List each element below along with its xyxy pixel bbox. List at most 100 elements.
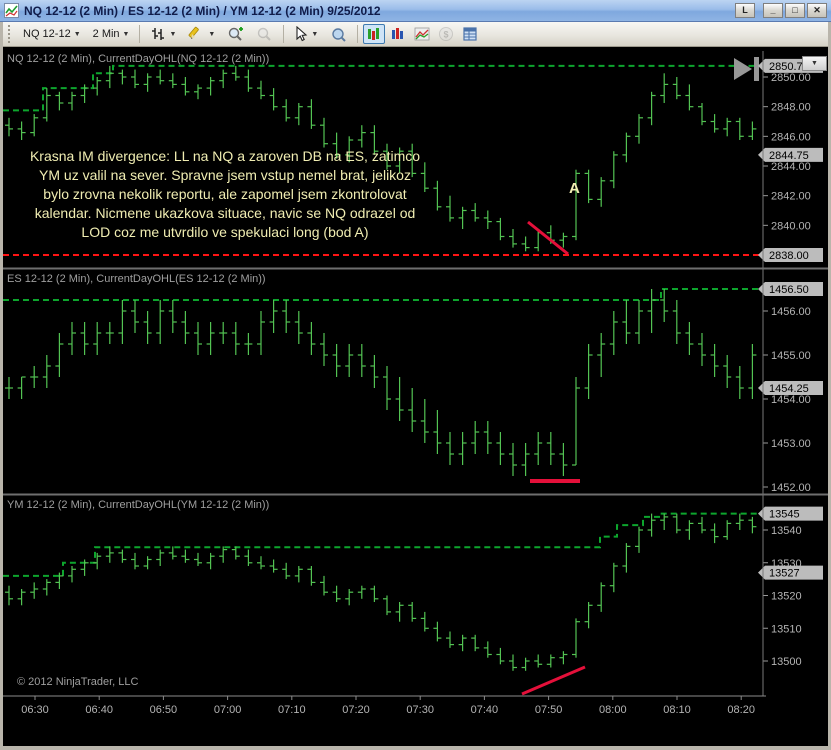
line-chart-icon (414, 27, 430, 41)
chart-style-selected-button[interactable] (363, 24, 386, 44)
chart-toolbar: NQ 12-12 ▼ 2 Min ▼ ▼ ▼ (3, 22, 828, 47)
dollar-icon: $ (439, 27, 454, 41)
svg-text:08:20: 08:20 (727, 704, 755, 716)
panel-label-nq: NQ 12-12 (2 Min), CurrentDayOHL(NQ 12-12… (7, 53, 270, 65)
svg-text:06:50: 06:50 (150, 704, 178, 716)
data-box-button[interactable] (325, 24, 352, 44)
price-marker-chip: 2844.75 (758, 147, 823, 162)
svg-text:08:00: 08:00 (599, 704, 627, 716)
dollar-button: $ (435, 24, 457, 44)
zoom-in-button[interactable] (222, 24, 249, 44)
chart-style-3-button[interactable] (411, 24, 433, 44)
svg-text:13520: 13520 (771, 591, 802, 603)
cursor-arrow-icon (296, 26, 308, 42)
svg-text:07:00: 07:00 (214, 704, 242, 716)
day-high-line (3, 64, 762, 112)
time-axis: 06:30 06:40 06:50 07:00 07:10 07:20 07:30 07:40… (3, 695, 766, 716)
toolbar-separator (357, 25, 359, 43)
svg-text:13500: 13500 (771, 656, 802, 668)
svg-text:13527: 13527 (769, 568, 800, 580)
minimize-button[interactable]: _ (763, 3, 783, 18)
copyright-label: © 2012 NinjaTrader, LLC (17, 676, 139, 688)
bar-type-button[interactable]: ▼ (145, 24, 181, 44)
svg-text:1455.00: 1455.00 (771, 350, 811, 362)
data-box-icon (332, 27, 347, 42)
svg-text:1456.00: 1456.00 (771, 306, 811, 318)
price-marker-chip: 2838.00 (758, 247, 823, 262)
green-red-bars-icon (368, 28, 380, 40)
properties-button[interactable] (459, 24, 481, 44)
link-button[interactable]: L (735, 3, 755, 18)
svg-text:13510: 13510 (771, 623, 802, 635)
day-high-line (3, 288, 762, 301)
price-bars (5, 513, 757, 671)
svg-text:2848.00: 2848.00 (771, 102, 811, 114)
chart-svg: A 2850.00 2848.00 2846.00 2844.00 2842.00 2840… (3, 51, 828, 716)
trade-note-annotation: Krasna IM divergence: LL na NQ a zaroven… (29, 148, 421, 240)
svg-text:1456.50: 1456.50 (769, 284, 809, 296)
svg-text:07:50: 07:50 (535, 704, 563, 716)
price-bars (5, 289, 757, 476)
price-marker-chip: 13527 (758, 565, 823, 580)
panel-label-es: ES 12-12 (2 Min), CurrentDayOHL(ES 12-12… (7, 273, 266, 285)
chevron-down-icon: ▼ (169, 30, 177, 38)
maximize-button[interactable]: □ (785, 3, 805, 18)
svg-text:2846.00: 2846.00 (771, 131, 811, 143)
svg-text:07:40: 07:40 (471, 704, 499, 716)
svg-text:2844.75: 2844.75 (769, 150, 809, 162)
title-bar[interactable]: NQ 12-12 (2 Min) / ES 12-12 (2 Min) / YM… (0, 0, 831, 22)
svg-text:2842.00: 2842.00 (771, 191, 811, 203)
svg-text:$: $ (444, 30, 449, 40)
panel-es: 1456.001455.001454.001453.001452.001456.… (3, 282, 823, 494)
trendline-drawing[interactable] (521, 665, 586, 696)
chevron-down-icon: ▼ (208, 30, 216, 38)
zoom-in-icon (229, 26, 244, 41)
svg-text:07:10: 07:10 (278, 704, 306, 716)
svg-text:06:30: 06:30 (21, 704, 49, 716)
chevron-down-icon: ▼ (311, 30, 319, 38)
svg-text:1452.00: 1452.00 (771, 482, 811, 494)
price-marker-chip: 1456.50 (758, 282, 823, 296)
svg-text:2850.00: 2850.00 (771, 72, 811, 84)
axis-dropdown-button[interactable]: ▼ (802, 56, 827, 71)
draw-button[interactable]: ▼ (183, 24, 220, 44)
svg-text:1454.25: 1454.25 (769, 383, 809, 395)
window-border (0, 746, 831, 750)
svg-text:06:40: 06:40 (85, 704, 113, 716)
chart-window-icon (4, 3, 19, 18)
chart-style-2-button[interactable] (387, 24, 409, 44)
price-marker-chip: 1454.25 (758, 381, 823, 395)
svg-text:2840.00: 2840.00 (771, 220, 811, 232)
instrument-label: NQ 12-12 (23, 28, 71, 40)
go-to-end-icon[interactable] (734, 57, 759, 81)
pencil-icon (189, 26, 200, 39)
cursor-button[interactable]: ▼ (289, 24, 323, 44)
instrument-selector[interactable]: NQ 12-12 ▼ (18, 24, 86, 44)
svg-text:08:10: 08:10 (663, 704, 691, 716)
svg-text:13540: 13540 (771, 525, 802, 537)
price-axis: 2850.00 2848.00 2846.00 2844.00 2842.00 2840.… (763, 72, 811, 262)
properties-grid-icon (463, 27, 477, 41)
price-bars-icon (152, 28, 165, 40)
price-bars (5, 65, 757, 252)
toolbar-grip[interactable] (8, 25, 13, 43)
blue-red-bars-icon (392, 28, 404, 39)
zoom-out-button (251, 24, 278, 44)
chevron-down-icon: ▼ (73, 30, 81, 38)
chart-canvas[interactable]: A 2850.00 2848.00 2846.00 2844.00 2842.00 2840… (3, 47, 828, 746)
day-high-line (3, 512, 762, 577)
svg-text:2838.00: 2838.00 (769, 250, 809, 262)
svg-text:07:20: 07:20 (342, 704, 370, 716)
window-border (0, 22, 3, 750)
trendline-drawing[interactable] (527, 220, 569, 256)
close-button[interactable]: ✕ (807, 3, 827, 18)
svg-text:13545: 13545 (769, 509, 800, 521)
svg-text:2844.00: 2844.00 (771, 161, 811, 173)
panel-nq: A 2850.00 2848.00 2846.00 2844.00 2842.00 2840… (3, 57, 823, 262)
window-title: NQ 12-12 (2 Min) / ES 12-12 (2 Min) / YM… (24, 3, 381, 18)
interval-selector[interactable]: 2 Min ▼ (88, 24, 135, 44)
price-marker-chip: 13545 (758, 506, 823, 521)
